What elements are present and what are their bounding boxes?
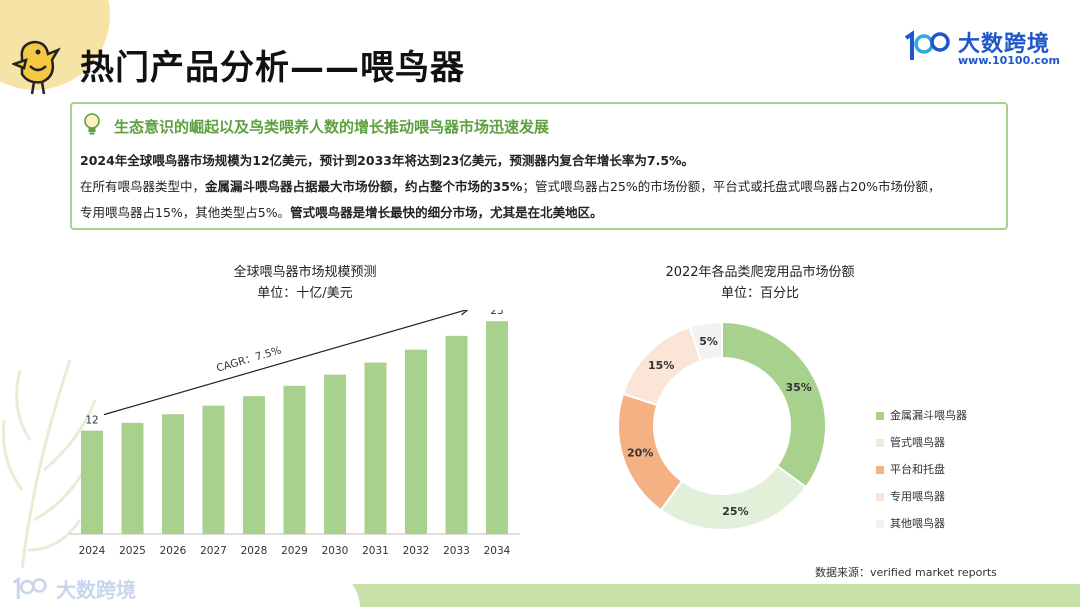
- bar-2034: [486, 321, 508, 534]
- donut-chart-title: 2022年各品类爬宠用品市场份额: [665, 265, 855, 280]
- summary-line-3a: 专用喂鸟器占15%，其他类型占5%。: [80, 205, 291, 220]
- brand-logo-icon: [904, 30, 950, 60]
- bar-2026: [162, 414, 184, 534]
- bar-2029: [283, 385, 306, 534]
- summary-line-2c: ；管式喂鸟器占25%的市场份额，平台式或托盘式喂鸟器占20%市场份额，: [522, 179, 941, 194]
- donut-legend: 金属漏斗喂鸟器 管式喂鸟器平台和托盘专用喂鸟器其他喂鸟器: [876, 406, 1006, 541]
- legend-label: 平台和托盘: [890, 463, 945, 476]
- brand-url: www.10100.com: [958, 54, 1060, 67]
- summary-line-2b: 金属漏斗喂鸟器占据最大市场份额，约占整个市场的35%: [205, 179, 523, 194]
- bar-chart-title: 全球喂鸟器市场规模预测: [233, 265, 377, 280]
- footer-brand-name: 大数跨境: [56, 578, 136, 602]
- x-tick-label: 2031: [362, 545, 389, 557]
- summary-line-2a: 在所有喂鸟器类型中，: [80, 179, 206, 194]
- bar-2030: [324, 374, 346, 534]
- legend-item: 其他喂鸟器: [876, 514, 1006, 541]
- bar-data-label: 12: [85, 415, 98, 427]
- donut-chart-title-block: 2022年各品类爬宠用品市场份额 单位：百分比: [640, 262, 880, 304]
- legend-label: 专用喂鸟器: [890, 490, 945, 503]
- donut-slice-1: [659, 464, 808, 531]
- summary-line-3b: 管式喂鸟器是增长最快的细分市场，尤其是在北美地区。: [290, 205, 603, 220]
- donut-value-label: 35%: [785, 381, 811, 394]
- summary-line-1: 2024年全球喂鸟器市场规模为12亿美元，预计到2033年将达到23亿美元，预测…: [80, 153, 695, 168]
- x-tick-label: 2026: [160, 545, 187, 557]
- summary-box: 生态意识的崛起以及鸟类喂养人数的增长推动喂鸟器市场迅速发展 2024年全球喂鸟器…: [70, 102, 1008, 230]
- bar-2033: [445, 335, 468, 534]
- cagr-arrow-line: [103, 310, 468, 416]
- legend-item: 平台和托盘: [876, 460, 1006, 487]
- x-tick-label: 2027: [200, 545, 227, 557]
- bar-2028: [243, 396, 265, 534]
- bar-2031: [364, 362, 387, 534]
- x-tick-label: 2029: [281, 545, 308, 557]
- donut-value-label: 25%: [722, 505, 748, 518]
- bar-2027: [202, 405, 225, 534]
- x-tick-label: 2034: [484, 545, 511, 557]
- legend-item: 专用喂鸟器: [876, 487, 1006, 514]
- x-tick-label: 2030: [322, 545, 349, 557]
- bar-2024: [81, 430, 103, 534]
- bar-data-label: 23: [490, 310, 503, 317]
- donut-value-label: 5%: [699, 335, 718, 348]
- brand-logo-block: 大数跨境 www.10100.com: [902, 24, 1060, 68]
- data-source-label: 数据来源：: [815, 566, 870, 579]
- x-tick-label: 2024: [79, 545, 106, 557]
- x-tick-label: 2025: [119, 545, 146, 557]
- donut-chart-subtitle: 单位：百分比: [720, 286, 799, 301]
- bottom-band-cutout: [0, 568, 360, 607]
- donut-chart: 35% 25% 20% 15% 5%: [617, 320, 827, 531]
- data-source-value: verified market reports: [870, 566, 997, 579]
- legend-swatch: [876, 412, 884, 420]
- legend-swatch: [876, 439, 884, 447]
- x-tick-label: 2032: [403, 545, 430, 557]
- donut-slice-0: [721, 320, 827, 489]
- legend-swatch: [876, 466, 884, 474]
- cagr-arrow-head: [461, 310, 469, 316]
- legend-item: 金属漏斗喂鸟器: [876, 406, 1006, 433]
- brand-name: 大数跨境: [958, 32, 1051, 57]
- bird-icon: [12, 40, 61, 95]
- x-tick-label: 2028: [241, 545, 268, 557]
- bar-chart-subtitle: 单位：十亿/美元: [257, 286, 353, 301]
- legend-label: 金属漏斗喂鸟器: [890, 409, 967, 422]
- donut-slice-4: [688, 320, 723, 363]
- summary-text: 2024年全球喂鸟器市场规模为12亿美元，预计到2033年将达到23亿美元，预测…: [80, 148, 1000, 226]
- bar-chart-title-block: 全球喂鸟器市场规模预测 单位：十亿/美元: [180, 262, 430, 304]
- bar-2025: [121, 422, 144, 534]
- summary-heading: 生态意识的崛起以及鸟类喂养人数的增长推动喂鸟器市场迅速发展: [114, 118, 550, 136]
- page-title: 热门产品分析——喂鸟器: [80, 48, 465, 88]
- donut-value-label: 20%: [627, 447, 653, 460]
- legend-swatch: [876, 520, 884, 528]
- donut-value-label: 15%: [648, 359, 674, 372]
- footer-logo-icon: [12, 576, 47, 599]
- lightbulb-icon: [84, 113, 100, 135]
- legend-swatch: [876, 493, 884, 501]
- footer-brand: 大数跨境: [8, 572, 168, 604]
- bar-2032: [405, 349, 427, 534]
- legend-label: 其他喂鸟器: [890, 517, 945, 530]
- data-source: 数据来源：verified market reports: [815, 564, 997, 580]
- legend-label: 管式喂鸟器: [890, 436, 945, 449]
- legend-item: 管式喂鸟器: [876, 433, 1006, 460]
- cagr-annotation: CAGR：7.5%: [215, 344, 283, 374]
- plant-decoration: [1, 359, 97, 590]
- bar-chart: 2024 2025 2026 2027 2028 2029 2030 2031 2032 2033…: [70, 310, 520, 557]
- x-tick-label: 2033: [443, 545, 470, 557]
